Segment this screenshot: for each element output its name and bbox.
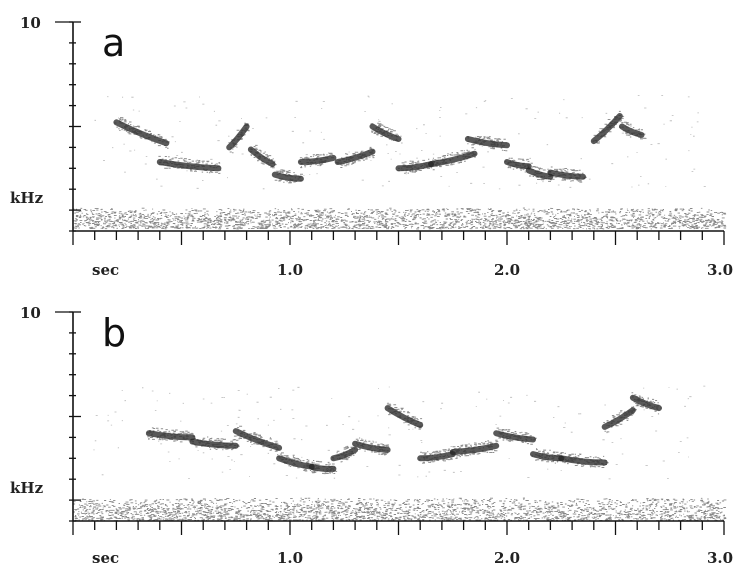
panel-b-x-axis-label: sec [92, 549, 119, 567]
panel-a-speckle [95, 95, 706, 188]
panel-b-speckle [93, 386, 705, 479]
panel-b-x-tick-label-1: 1.0 [277, 549, 303, 567]
syllable [147, 428, 195, 442]
syllable [467, 137, 507, 151]
syllable [332, 446, 356, 464]
syllable [452, 440, 499, 457]
syllable [299, 153, 334, 168]
syllable [619, 121, 646, 139]
panel-a-x-tick-label-3: 3.0 [707, 261, 733, 279]
panel-a-x-axis-label: sec [92, 261, 119, 279]
panel-b-x-tick-label-3: 3.0 [707, 549, 733, 567]
panel-b-letter: b [102, 311, 126, 355]
syllable [603, 406, 638, 432]
syllable [429, 148, 476, 167]
syllable [354, 438, 389, 455]
spectrogram-panel-a: a 10 kHz sec 1.0 2.0 3.0 [10, 14, 733, 279]
syllable [229, 123, 250, 152]
syllable [632, 393, 663, 414]
syllable [250, 145, 277, 167]
panel-b-x-tick-label-2: 2.0 [494, 549, 520, 567]
syllable [190, 437, 240, 450]
syllable [309, 461, 337, 473]
syllable [387, 404, 423, 429]
syllable [532, 449, 564, 463]
panel-a-letter: a [102, 21, 125, 65]
syllable [336, 147, 375, 167]
panel-a-spectrogram-marks [73, 95, 726, 229]
panel-a-y-max-label: 10 [20, 14, 41, 32]
panel-a-x-tick-label-2: 2.0 [494, 261, 520, 279]
syllable [561, 453, 609, 468]
panel-a-y-axis-label: kHz [10, 189, 44, 207]
panel-b-spectrogram-marks [73, 386, 726, 521]
syllable [234, 426, 279, 451]
panel-b-y-max-label: 10 [20, 304, 41, 322]
syllable [371, 123, 403, 143]
syllable [550, 167, 587, 182]
panel-a-x-tick-label-1: 1.0 [277, 261, 303, 279]
syllable [275, 170, 303, 183]
syllable [114, 118, 170, 149]
spectrogram-panel-b: b 10 kHz sec 1.0 2.0 3.0 [10, 304, 733, 567]
syllable [496, 428, 537, 444]
panel-a-noise-band [73, 208, 726, 229]
panel-b-noise-band [73, 498, 726, 521]
panel-b-y-axis-label: kHz [10, 479, 44, 497]
